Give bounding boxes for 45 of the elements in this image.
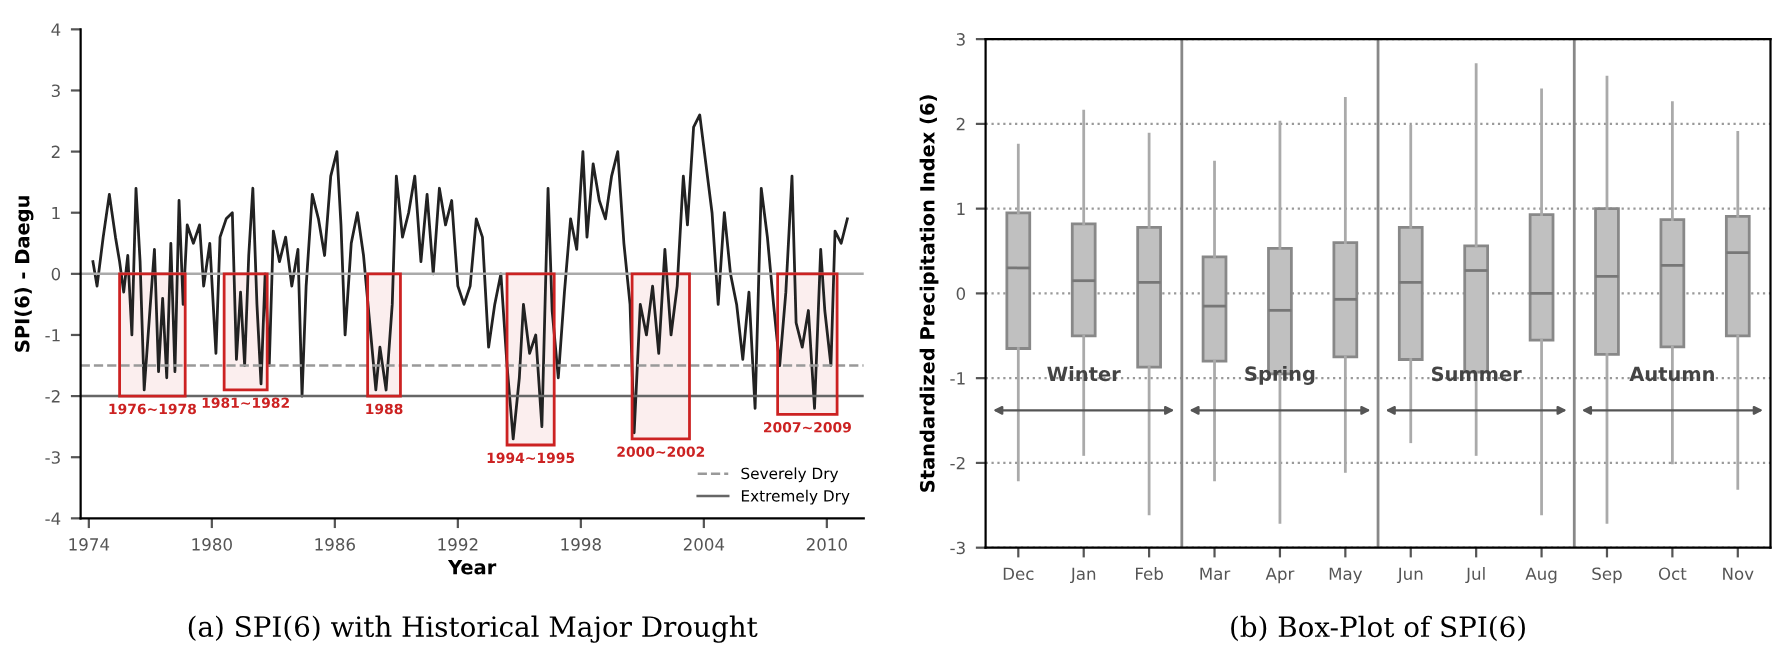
- x-axis-title: Year: [447, 560, 497, 575]
- x-tick-label: Feb: [1136, 567, 1163, 581]
- x-tick-label: Jan: [1070, 567, 1096, 584]
- x-tick-label: 2010: [806, 538, 847, 551]
- y-tick-label: -2: [45, 390, 60, 403]
- y-tick-label: 0: [51, 267, 61, 281]
- annotation: Autumn: [1629, 366, 1714, 382]
- y-tick-label: 1: [957, 202, 965, 215]
- annotation: Spring: [1245, 365, 1315, 385]
- text: (b) Box-Plot of SPI(6): [1231, 615, 1525, 642]
- y-tick-label: -1: [950, 372, 965, 385]
- x-tick-label: 1986: [315, 538, 355, 551]
- x-tick-label: Mar: [1200, 567, 1231, 581]
- y-tick-label: 3: [956, 33, 965, 46]
- x-tick-label: Nov: [1723, 567, 1754, 581]
- x-tick-label: Oct: [1658, 567, 1687, 581]
- y-tick-label: -3: [950, 541, 965, 555]
- y-tick-label: 1: [52, 206, 60, 220]
- x-tick-label: Apr: [1265, 567, 1295, 584]
- x-tick-label: Dec: [1003, 567, 1034, 581]
- x-tick-label: 2004: [683, 538, 725, 551]
- text: (a) SPI(6) with Historical Major Drought: [188, 615, 758, 643]
- y-tick-label: -3: [45, 451, 60, 464]
- y-tick-label: 2: [956, 117, 965, 131]
- y-axis-title: Standardized Precipitation Index (6): [919, 95, 939, 492]
- x-tick-label: Aug: [1525, 567, 1557, 584]
- x-tick-label: Sep: [1592, 567, 1622, 584]
- x-tick-label: May: [1329, 567, 1363, 584]
- y-tick-label: 4: [51, 23, 61, 36]
- x-tick-label: 1980: [192, 538, 232, 551]
- y-tick-label: -2: [950, 456, 965, 470]
- y-tick-label: -1: [45, 329, 60, 342]
- annotation: Summer: [1431, 366, 1522, 382]
- y-axis-title: SPI(6) - Daegu: [14, 196, 34, 352]
- x-tick-label: 1992: [438, 538, 478, 551]
- y-tick-label: -4: [45, 512, 61, 525]
- x-tick-label: Jun: [1396, 567, 1423, 584]
- x-tick-label: 1974: [69, 538, 110, 551]
- x-tick-label: Jul: [1465, 567, 1485, 584]
- x-tick-label: 1998: [561, 538, 601, 551]
- line-series: [91, 113, 849, 441]
- y-tick-label: 0: [956, 287, 966, 300]
- annotation: Winter: [1047, 366, 1121, 382]
- y-tick-label: 3: [51, 84, 60, 98]
- y-tick-label: 2: [51, 145, 60, 158]
